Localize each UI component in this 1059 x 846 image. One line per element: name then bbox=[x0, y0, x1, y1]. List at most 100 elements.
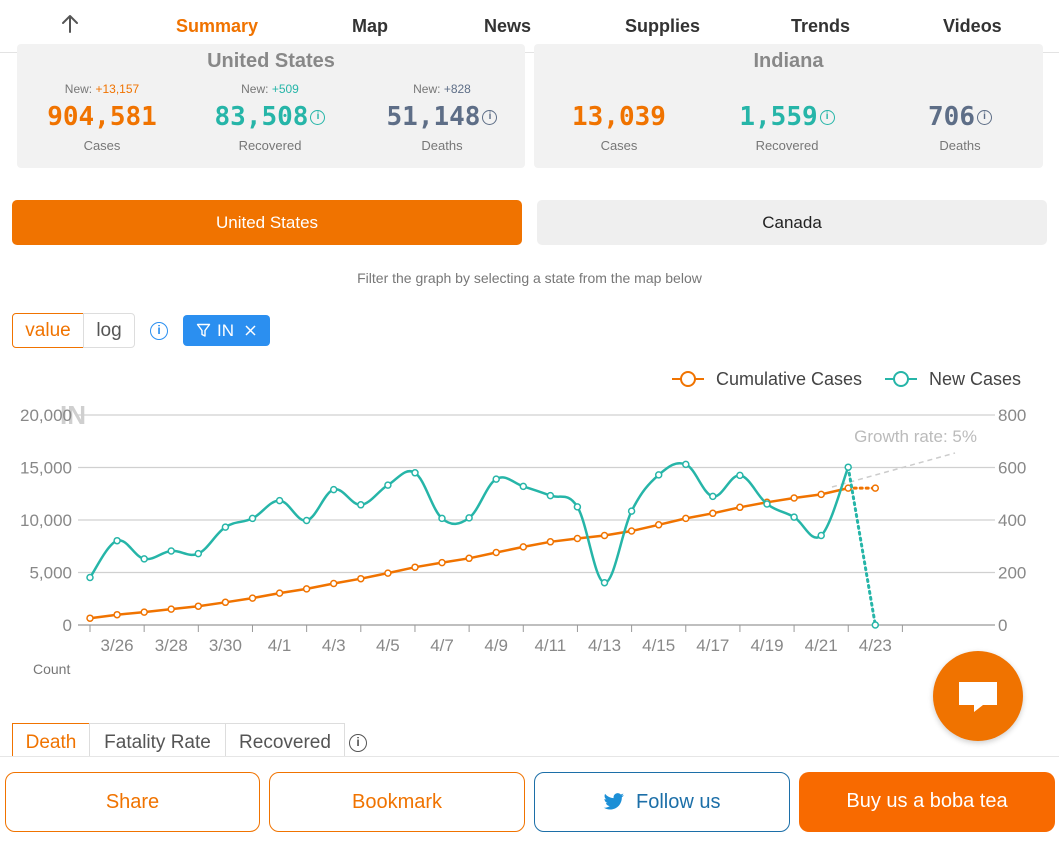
tab-news[interactable]: News bbox=[484, 16, 532, 36]
new-cases-point[interactable] bbox=[573, 503, 582, 511]
cumulative-point[interactable] bbox=[546, 538, 555, 546]
cumulative-point[interactable] bbox=[790, 494, 798, 502]
new-cases-point[interactable] bbox=[140, 555, 148, 563]
tab-supplies[interactable]: Supplies bbox=[625, 16, 701, 36]
new-cases-point[interactable] bbox=[844, 463, 852, 471]
follow-us-button[interactable]: Follow us bbox=[534, 772, 790, 832]
us-recovered-new: New: +509 bbox=[241, 82, 299, 96]
new-cases-point[interactable] bbox=[654, 471, 663, 479]
cumulative-point[interactable] bbox=[221, 598, 230, 607]
cumulative-point[interactable] bbox=[302, 585, 311, 593]
cumulative-point[interactable] bbox=[465, 554, 473, 563]
tab-summary[interactable]: Summary bbox=[176, 16, 259, 36]
cumulative-point[interactable] bbox=[329, 579, 338, 588]
cases-chart: IN 0 5,000 10,000 15,000 20,000 0 200 400 600 800… bbox=[20, 369, 1026, 655]
cumulative-point[interactable] bbox=[519, 543, 528, 551]
tab-trends[interactable]: Trends bbox=[791, 16, 851, 36]
cumulative-point[interactable] bbox=[682, 514, 690, 523]
share-button[interactable]: Share bbox=[5, 772, 260, 832]
new-cases-point[interactable] bbox=[194, 549, 203, 558]
new-cases-point[interactable] bbox=[871, 621, 880, 629]
cumulative-point[interactable] bbox=[275, 589, 284, 597]
legend-item-new-cases[interactable]: New Cases bbox=[885, 369, 1021, 389]
metric-tab-recovered[interactable]: Recovered bbox=[225, 723, 345, 758]
cumulative-point[interactable] bbox=[709, 509, 717, 518]
new-cases-point[interactable] bbox=[86, 573, 94, 582]
info-icon[interactable]: i bbox=[310, 110, 326, 125]
country-button-us[interactable]: United States bbox=[12, 200, 522, 245]
cumulative-point[interactable] bbox=[573, 534, 582, 543]
info-icon[interactable]: i bbox=[482, 110, 498, 125]
cumulative-point[interactable] bbox=[736, 503, 744, 512]
new-cases-point[interactable] bbox=[329, 485, 338, 494]
new-cases-point[interactable] bbox=[357, 501, 365, 509]
new-cases-point[interactable] bbox=[817, 531, 825, 540]
cumulative-point[interactable] bbox=[411, 563, 419, 571]
info-icon[interactable]: i bbox=[819, 110, 835, 125]
new-cases-point[interactable] bbox=[384, 481, 392, 489]
cumulative-point[interactable] bbox=[86, 614, 94, 622]
cumulative-point[interactable] bbox=[357, 574, 365, 583]
bookmark-button[interactable]: Bookmark bbox=[269, 772, 525, 832]
metric-tab-fatality-rate[interactable]: Fatality Rate bbox=[89, 723, 226, 758]
new-cases-point[interactable] bbox=[438, 514, 446, 523]
y-left-tick-label: 20,000 bbox=[20, 406, 72, 425]
count-axis-label: Count bbox=[33, 661, 71, 677]
new-cases-point[interactable] bbox=[411, 469, 419, 477]
new-cases-point[interactable] bbox=[167, 547, 175, 555]
close-icon[interactable] bbox=[245, 325, 256, 336]
scale-log-button[interactable]: log bbox=[83, 313, 135, 348]
cumulative-point[interactable] bbox=[140, 608, 148, 616]
cumulative-point[interactable] bbox=[248, 594, 257, 602]
arrow-up-icon[interactable] bbox=[58, 12, 82, 36]
new-cases-point[interactable] bbox=[763, 500, 771, 508]
cumulative-point[interactable] bbox=[384, 569, 392, 577]
new-cases-point[interactable] bbox=[736, 471, 744, 480]
legend-item-cumulative-cases[interactable]: Cumulative Cases bbox=[672, 369, 862, 389]
new-cases-point[interactable] bbox=[600, 578, 609, 587]
new-cases-point[interactable] bbox=[546, 491, 555, 500]
cumulative-point[interactable] bbox=[817, 490, 825, 499]
y-left-tick-label: 10,000 bbox=[20, 511, 72, 530]
new-cases-point[interactable] bbox=[275, 496, 284, 505]
new-cases-point[interactable] bbox=[682, 460, 690, 469]
new-cases-point[interactable] bbox=[790, 513, 798, 521]
y-left-tick-label: 5,000 bbox=[29, 564, 72, 583]
new-cases-point[interactable] bbox=[302, 516, 311, 525]
new-cases-point[interactable] bbox=[113, 536, 121, 545]
metric-tab-death[interactable]: Death bbox=[12, 723, 90, 758]
cumulative-point[interactable] bbox=[871, 484, 880, 492]
cumulative-point[interactable] bbox=[167, 605, 175, 613]
cumulative-point[interactable] bbox=[600, 531, 609, 540]
new-cases-point[interactable] bbox=[221, 523, 230, 531]
chat-icon bbox=[959, 682, 997, 712]
new-cases-point[interactable] bbox=[709, 492, 717, 501]
state-filter-tag[interactable]: IN bbox=[183, 315, 270, 346]
scale-value-button[interactable]: value bbox=[12, 313, 84, 348]
info-icon[interactable]: i bbox=[150, 322, 168, 340]
new-cases-point[interactable] bbox=[627, 507, 636, 515]
cumulative-point[interactable] bbox=[627, 527, 636, 535]
cumulative-point[interactable] bbox=[492, 548, 500, 557]
new-cases-point[interactable] bbox=[248, 514, 257, 523]
new-cases-point[interactable] bbox=[492, 475, 500, 483]
x-tick-label: 4/11 bbox=[534, 636, 566, 655]
us-deaths-new: New: +828 bbox=[413, 82, 471, 96]
cumulative-point[interactable] bbox=[113, 610, 121, 619]
x-tick-label: 4/1 bbox=[268, 636, 292, 655]
new-cases-point[interactable] bbox=[465, 514, 473, 522]
info-icon[interactable]: i bbox=[349, 734, 367, 752]
buy-boba-button[interactable]: Buy us a boba tea bbox=[799, 772, 1055, 832]
new-cases-point[interactable] bbox=[519, 482, 528, 491]
cumulative-point[interactable] bbox=[438, 558, 446, 567]
tab-map[interactable]: Map bbox=[352, 16, 388, 36]
x-tick-label: 4/15 bbox=[642, 636, 675, 655]
info-icon[interactable]: i bbox=[976, 110, 992, 125]
x-tick-label: 4/9 bbox=[484, 636, 508, 655]
country-button-canada[interactable]: Canada bbox=[537, 200, 1047, 245]
cumulative-point[interactable] bbox=[194, 602, 203, 610]
us-recovered-stat: New: +509 83,508 i Recovered bbox=[185, 82, 355, 153]
cumulative-point[interactable] bbox=[654, 521, 663, 529]
chat-button[interactable] bbox=[933, 651, 1023, 741]
tab-videos[interactable]: Videos bbox=[943, 16, 1002, 36]
